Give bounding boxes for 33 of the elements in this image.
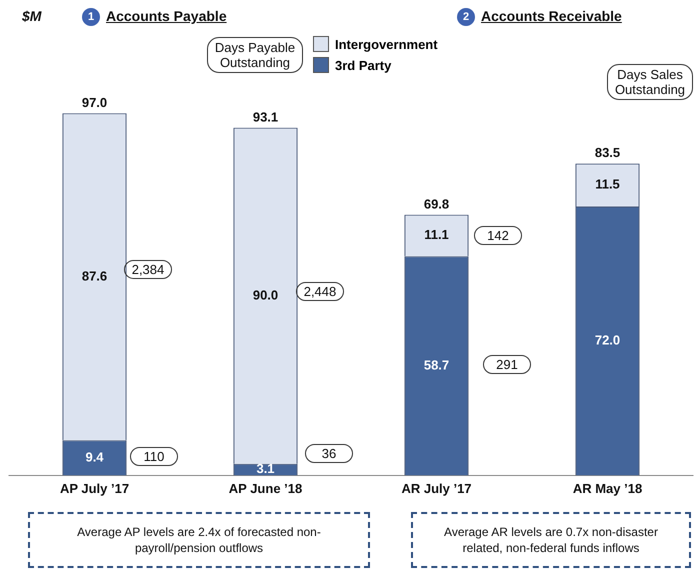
data-label: 11.5 — [595, 176, 620, 192]
data-label: 9.4 — [85, 449, 104, 464]
annotation: 291 — [483, 355, 531, 374]
total-label: 83.5 — [594, 145, 620, 160]
x-tick-label: AP July ’17 — [60, 480, 130, 496]
text: 2 — [457, 8, 475, 26]
data-label: 87.6 — [82, 268, 108, 284]
annotation: 142 — [474, 226, 522, 245]
text: Average AR levels are 0.7x non-disaster related, non-federal funds inflows — [411, 512, 691, 568]
text: Days Payable Outstanding — [207, 37, 303, 73]
legend-label: 3rd Party — [335, 58, 392, 72]
annotation: 2,448 — [296, 282, 344, 301]
total-label: 97.0 — [82, 94, 108, 110]
annotation: 110 — [130, 447, 178, 466]
data-label: 72.0 — [594, 332, 620, 348]
x-tick-label: AR May ’18 — [572, 480, 642, 496]
text: Average AP levels are 2.4x of forecasted non-payroll/pension outflows — [28, 512, 370, 568]
x-tick-label: AP June ’18 — [228, 480, 302, 496]
text: Accounts Payable — [106, 8, 227, 24]
legend-label: Intergovernment — [335, 36, 438, 52]
total-label: 93.1 — [252, 109, 278, 124]
data-label: 11.1 — [424, 227, 449, 242]
annotation: 36 — [305, 444, 353, 463]
data-label: 90.0 — [252, 287, 278, 302]
data-label: 58.7 — [424, 357, 450, 372]
data-label: 3.1 — [256, 461, 275, 476]
text: Days Sales Outstanding — [607, 64, 693, 100]
text: $M — [22, 8, 42, 24]
text: 1 — [82, 8, 100, 26]
annotation: 2,384 — [124, 260, 172, 279]
x-tick-label: AR July ’17 — [401, 480, 472, 496]
text: Accounts Receivable — [481, 8, 622, 24]
total-label: 69.8 — [424, 196, 450, 212]
